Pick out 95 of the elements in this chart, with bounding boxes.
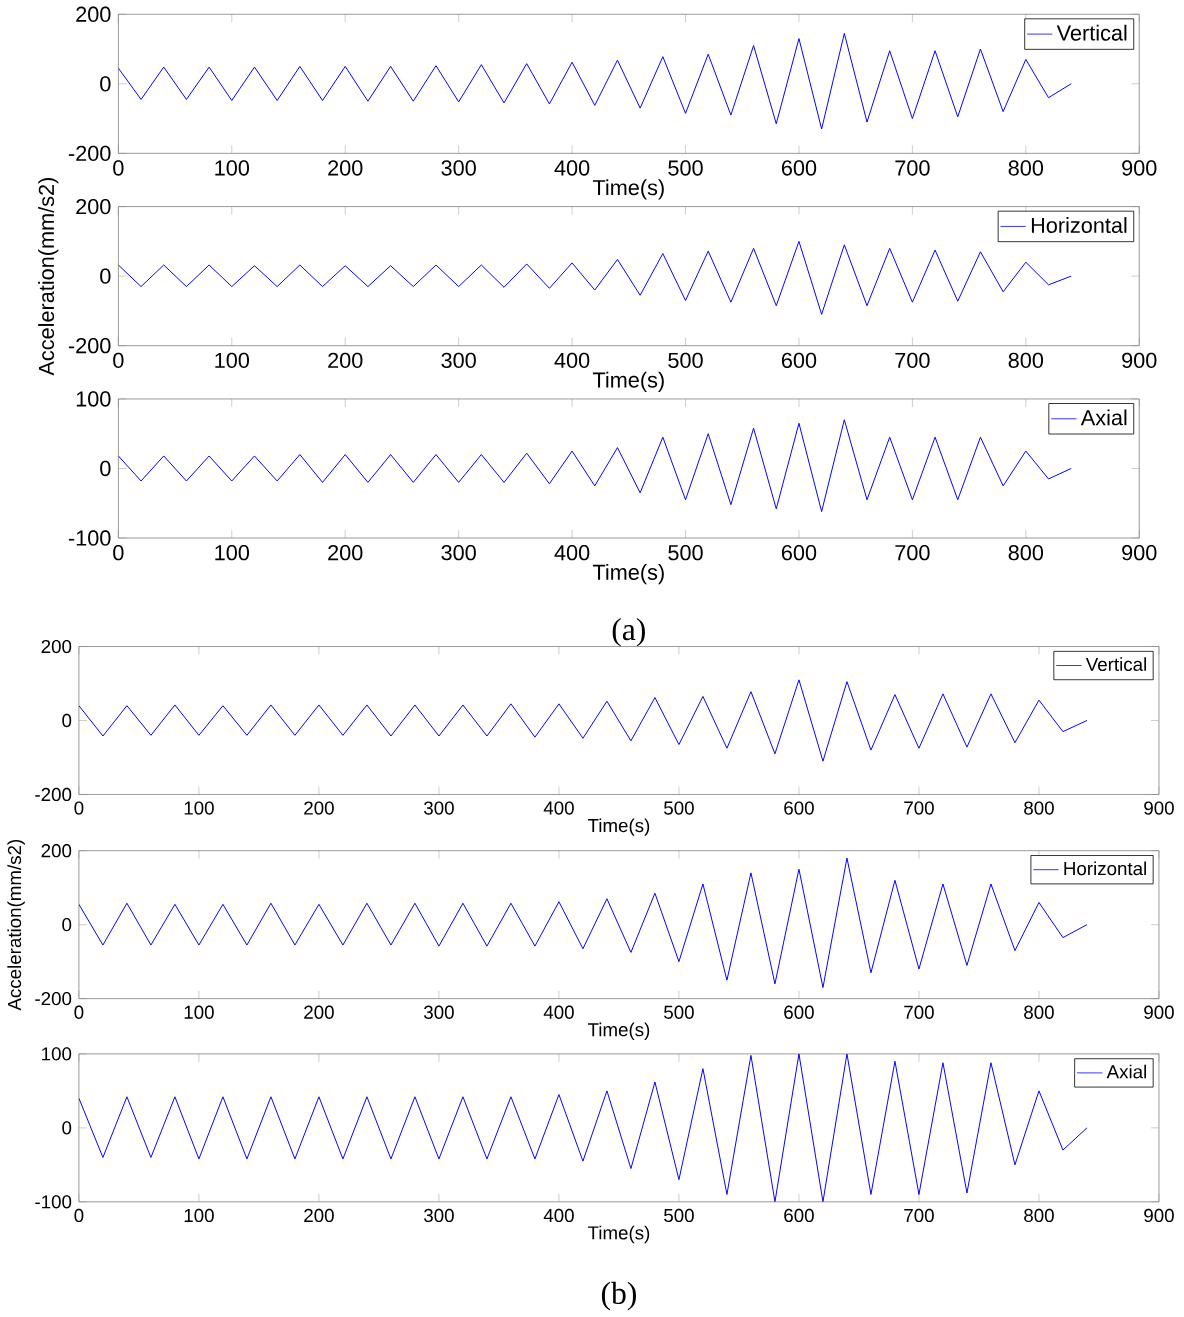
y-tick-label: 200 xyxy=(76,6,111,22)
line-series xyxy=(118,419,1072,513)
x-tick-label: 800 xyxy=(1024,1005,1055,1019)
x-tick-label: 200 xyxy=(304,801,334,815)
x-axis-title: Time(s) xyxy=(588,1022,650,1041)
x-tick-label: 100 xyxy=(215,352,250,369)
x-tick-label: 300 xyxy=(441,160,477,176)
y-tick-label: -200 xyxy=(35,992,72,1006)
y-tick-label: 200 xyxy=(76,198,111,215)
x-tick-label: 800 xyxy=(1024,801,1055,815)
x-tick-label: 700 xyxy=(895,160,930,176)
line-series xyxy=(118,240,1072,315)
line-series xyxy=(79,1053,1088,1202)
x-tick-label: 200 xyxy=(328,545,363,561)
x-tick-label: 600 xyxy=(782,545,817,561)
x-tick-label: 200 xyxy=(328,352,363,369)
legend-label: Vertical xyxy=(1056,24,1127,41)
x-tick-label: 500 xyxy=(668,545,703,561)
x-tick-label: 300 xyxy=(424,801,454,815)
x-tick-label: 400 xyxy=(554,352,590,369)
x-tick-label: 500 xyxy=(664,1208,695,1223)
x-axis-title: Time(s) xyxy=(593,179,664,200)
x-tick-label: 500 xyxy=(668,160,703,176)
x-tick-label: 700 xyxy=(895,352,930,369)
x-tick-label: 0 xyxy=(113,160,124,176)
x-axis-title: Time(s) xyxy=(588,818,650,836)
y-tick-label: 0 xyxy=(62,713,72,728)
x-tick-label: 500 xyxy=(664,1005,695,1019)
annotation: (a) xyxy=(612,617,646,647)
legend-label: Axial xyxy=(1081,409,1127,426)
x-tick-label: 900 xyxy=(1122,160,1157,176)
x-tick-label: 800 xyxy=(1008,160,1044,176)
x-tick-label: 200 xyxy=(328,160,363,176)
x-tick-label: 200 xyxy=(304,1005,334,1019)
x-axis-title: Time(s) xyxy=(588,1225,650,1244)
y-tick-label: 100 xyxy=(42,1047,72,1061)
x-tick-label: 0 xyxy=(113,545,124,561)
x-tick-label: 100 xyxy=(184,1005,214,1019)
x-tick-label: 600 xyxy=(784,1208,815,1223)
x-tick-label: 400 xyxy=(554,160,590,176)
x-tick-label: 700 xyxy=(904,1005,935,1019)
y-tick-label: 0 xyxy=(100,76,111,92)
legend-label: Vertical xyxy=(1086,657,1147,672)
x-tick-label: 400 xyxy=(554,545,590,561)
y-tick-label: 0 xyxy=(100,460,111,477)
x-tick-label: 800 xyxy=(1024,1208,1055,1223)
x-tick-label: 500 xyxy=(668,352,703,369)
x-tick-label: 400 xyxy=(543,1005,575,1019)
y-axis-title: Acceleration(mm/s2) xyxy=(7,839,25,1011)
x-tick-label: 400 xyxy=(543,801,575,815)
y-tick-label: 0 xyxy=(62,1121,72,1135)
x-tick-label: 500 xyxy=(664,801,695,815)
x-tick-label: 700 xyxy=(904,801,935,815)
line-series xyxy=(79,679,1088,762)
x-axis-title: Time(s) xyxy=(593,564,664,585)
x-tick-label: 900 xyxy=(1122,545,1157,561)
x-tick-label: 100 xyxy=(215,545,250,561)
y-tick-label: -200 xyxy=(69,338,111,354)
y-axis-title: Acceleration(mm/s2) xyxy=(38,178,59,376)
series-label: Horizontal xyxy=(1032,217,1127,234)
x-tick-label: 0 xyxy=(113,352,124,369)
x-tick-label: 800 xyxy=(1008,352,1044,369)
y-tick-label: 200 xyxy=(41,844,72,858)
x-tick-label: 600 xyxy=(782,160,817,176)
x-tick-label: 300 xyxy=(424,1005,454,1019)
y-tick-label: -100 xyxy=(69,530,111,546)
x-tick-label: 100 xyxy=(215,160,250,176)
y-tick-label: 200 xyxy=(41,639,72,654)
x-tick-label: 900 xyxy=(1144,801,1175,815)
x-axis-title: Time(s) xyxy=(593,371,664,392)
y-tick-label: 100 xyxy=(77,391,111,407)
y-tick-label: -100 xyxy=(35,1195,72,1209)
x-tick-label: 600 xyxy=(784,801,815,815)
x-tick-label: 400 xyxy=(543,1208,575,1223)
x-tick-label: 700 xyxy=(904,1208,935,1223)
y-tick-label: 0 xyxy=(100,268,111,284)
x-tick-label: 800 xyxy=(1008,545,1044,561)
legend-label: Horizontal xyxy=(1064,861,1147,876)
x-tick-label: 100 xyxy=(184,1208,214,1223)
y-tick-label: 0 xyxy=(62,918,72,932)
x-tick-label: 100 xyxy=(184,801,214,815)
x-tick-label: 700 xyxy=(895,545,930,561)
x-tick-label: 300 xyxy=(424,1208,454,1223)
x-tick-label: 900 xyxy=(1144,1005,1175,1019)
y-tick-label: -200 xyxy=(35,787,72,802)
y-tick-label: -200 xyxy=(69,145,111,162)
x-tick-label: 900 xyxy=(1122,352,1157,369)
x-tick-label: 300 xyxy=(441,545,477,561)
x-tick-label: 600 xyxy=(784,1005,815,1019)
legend-label: Axial xyxy=(1106,1064,1147,1079)
x-tick-label: 900 xyxy=(1144,1208,1175,1223)
x-tick-label: 200 xyxy=(304,1208,334,1223)
x-tick-label: 300 xyxy=(441,352,477,369)
x-tick-label: 600 xyxy=(782,352,817,369)
text: (b) xyxy=(602,1281,637,1311)
